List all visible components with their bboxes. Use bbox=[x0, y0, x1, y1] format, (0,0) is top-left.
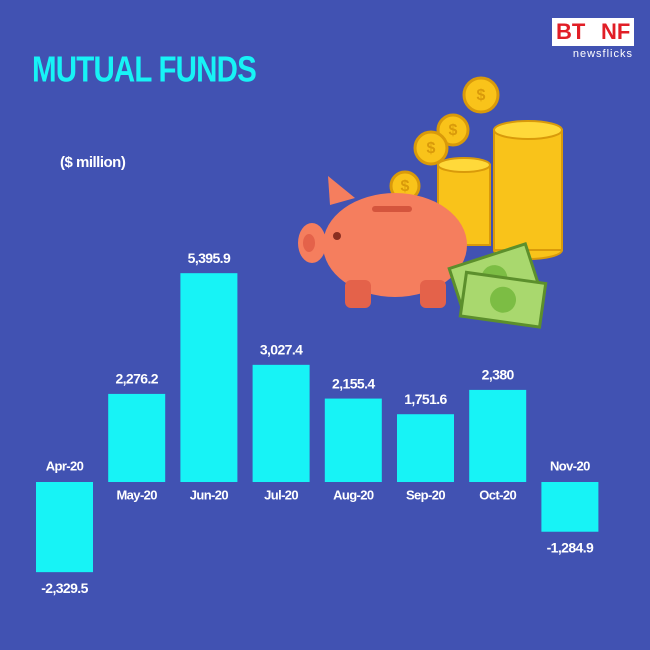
bar bbox=[108, 393, 166, 482]
value-label: 2,155.4 bbox=[332, 375, 375, 391]
value-label: -1,284.9 bbox=[547, 539, 594, 555]
value-label: 2,276.2 bbox=[115, 371, 158, 387]
category-label: Sep-20 bbox=[406, 487, 445, 502]
bar bbox=[469, 389, 527, 482]
logo: BT NF newsflicks bbox=[552, 18, 634, 60]
logo-tagline: newsflicks bbox=[573, 48, 633, 60]
category-label: Oct-20 bbox=[479, 487, 516, 502]
value-label: 3,027.4 bbox=[260, 342, 303, 358]
svg-text:$: $ bbox=[449, 122, 458, 139]
bar bbox=[36, 482, 93, 573]
plot-area: Apr-20 -2,329.5 May-20 2,276.2 Jun-20 5,395.9… bbox=[36, 250, 599, 596]
value-label: 2,380 bbox=[482, 367, 515, 383]
bar bbox=[252, 364, 310, 482]
category-label: May-20 bbox=[116, 487, 157, 502]
svg-text:$: $ bbox=[427, 140, 436, 157]
svg-text:$: $ bbox=[401, 178, 410, 195]
bar bbox=[180, 273, 238, 482]
value-label: 1,751.6 bbox=[404, 391, 447, 407]
logo-right: NF bbox=[601, 19, 630, 44]
bar bbox=[324, 398, 382, 482]
chart-title: MUTUAL FUNDS bbox=[32, 49, 256, 89]
chart-subtitle: ($ million) bbox=[60, 154, 126, 171]
logo-left: BT bbox=[556, 19, 586, 44]
category-label: Jun-20 bbox=[190, 487, 229, 502]
value-label: 5,395.9 bbox=[188, 250, 231, 266]
bar bbox=[397, 414, 454, 482]
category-label: Aug-20 bbox=[333, 487, 374, 502]
category-label: Jul-20 bbox=[264, 487, 298, 502]
category-label: Nov-20 bbox=[550, 458, 590, 473]
illustration: $ $ $ $ bbox=[298, 76, 563, 329]
svg-text:$: $ bbox=[477, 87, 486, 104]
value-label: -2,329.5 bbox=[41, 580, 88, 596]
logo-box bbox=[552, 18, 634, 46]
category-label: Apr-20 bbox=[46, 458, 84, 473]
bar bbox=[541, 482, 599, 532]
